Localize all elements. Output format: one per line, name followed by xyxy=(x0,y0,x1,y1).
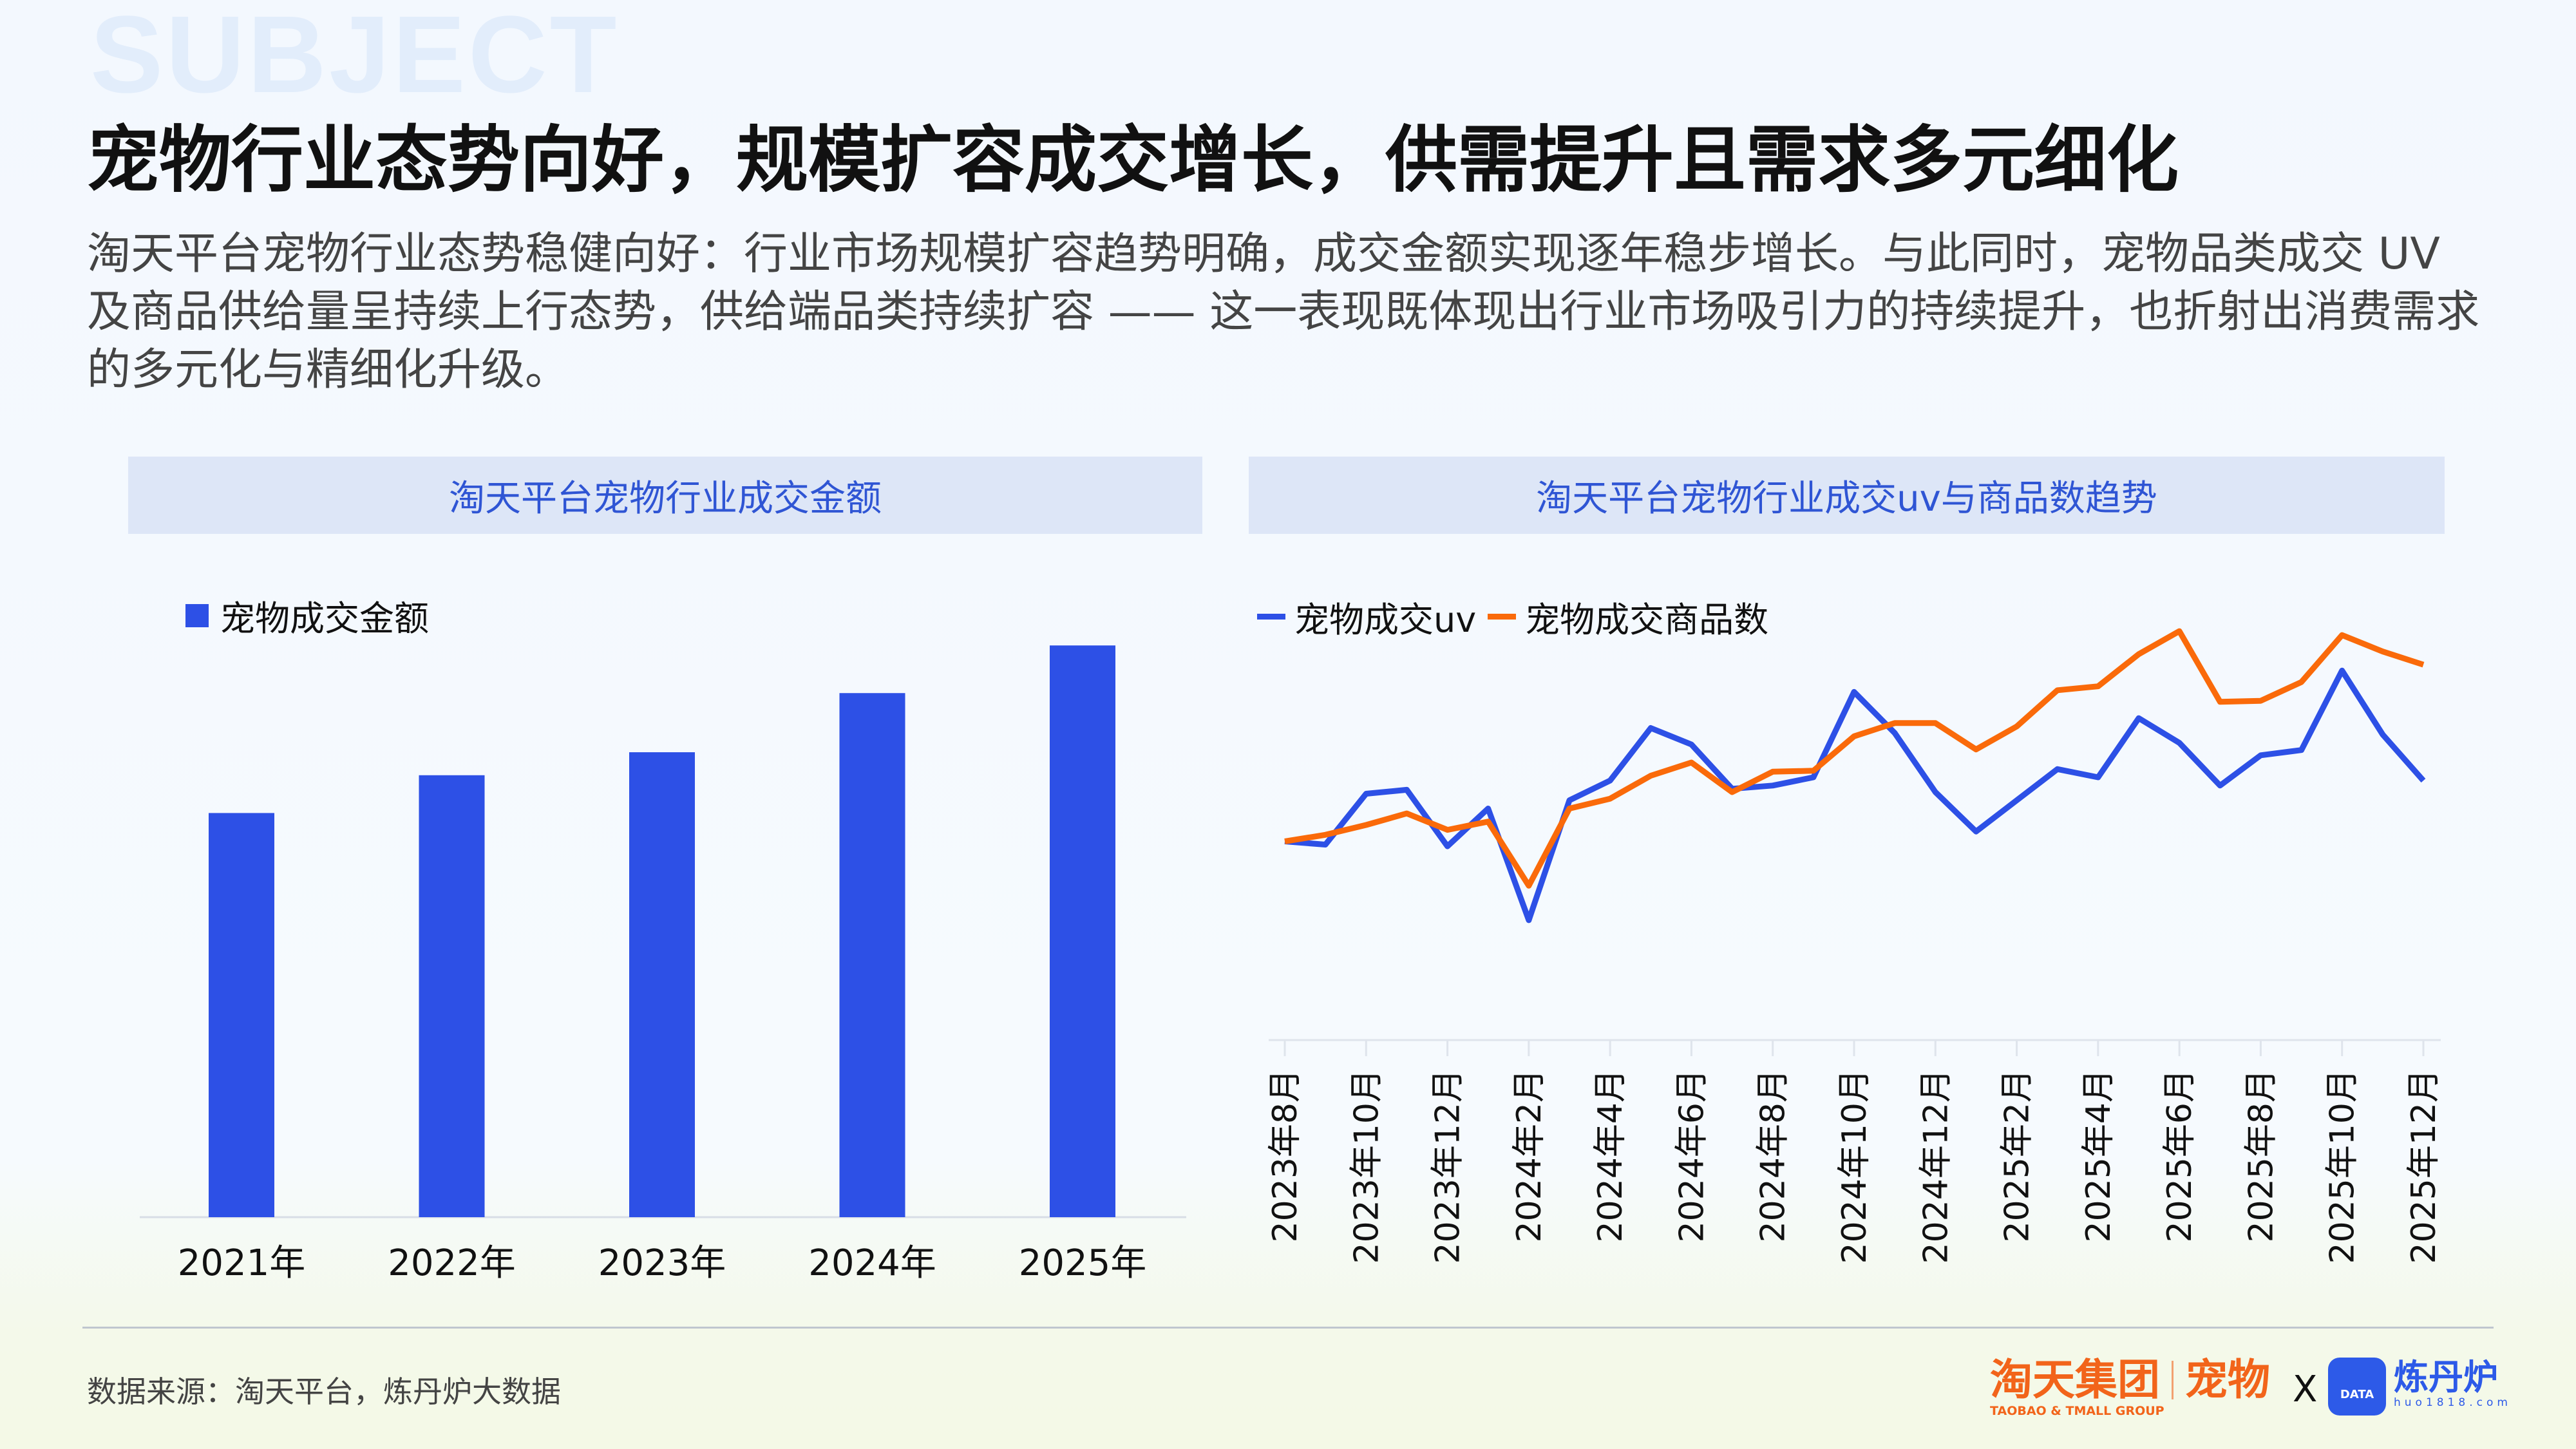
bar-x-label: 2023年 xyxy=(598,1242,726,1284)
logo-x: X xyxy=(2293,1368,2318,1410)
line-chart-title: 淘天平台宠物行业成交uv与商品数趋势 xyxy=(1249,457,2445,534)
goods-legend-label: 宠物成交商品数 xyxy=(1525,600,1769,640)
ldl-badge: DATA xyxy=(2340,1388,2374,1401)
x-tick-label: 2024年8月 xyxy=(1754,1069,1793,1242)
x-tick-label: 2025年8月 xyxy=(2242,1069,2280,1242)
uv-legend-swatch xyxy=(1257,614,1285,620)
x-tick-label: 2024年6月 xyxy=(1672,1069,1711,1242)
bar xyxy=(209,813,274,1217)
line-legend: 宠物成交uv 宠物成交商品数 xyxy=(1257,591,1768,642)
taotian-logo-en: TAOBAO & TMALL GROUP xyxy=(1990,1404,2164,1418)
goods-legend-swatch xyxy=(1488,614,1517,620)
x-tick-label: 2024年4月 xyxy=(1591,1069,1630,1242)
x-tick-label: 2024年12月 xyxy=(1917,1069,1955,1264)
x-tick-label: 2025年12月 xyxy=(2405,1069,2443,1264)
x-tick-label: 2025年6月 xyxy=(2161,1069,2199,1242)
description: 淘天平台宠物行业态势稳健向好：行业市场规模扩容趋势明确，成交金额实现逐年稳步增长… xyxy=(87,229,2480,395)
bar-legend-swatch xyxy=(185,603,209,627)
ldl-logo-icon: DATA xyxy=(2328,1358,2386,1416)
ldl-logo-url: huo1818.com xyxy=(2394,1396,2512,1409)
x-tick-label: 2023年10月 xyxy=(1347,1069,1386,1264)
bar-chart: 2021年 2022年 2023年 2024年 2025年 xyxy=(140,645,1186,1284)
bar-x-label: 2022年 xyxy=(388,1242,516,1284)
subject-watermark: SUBJECT xyxy=(90,0,620,116)
page-title: 宠物行业态势向好，规模扩容成交增长，供需提升且需求多元细化 xyxy=(87,118,2179,202)
bar-x-label: 2021年 xyxy=(178,1242,306,1284)
bar xyxy=(629,752,695,1217)
x-tick-label: 2024年10月 xyxy=(1835,1069,1874,1264)
ldl-logo: 炼丹炉 huo1818.com xyxy=(2394,1357,2512,1410)
bar xyxy=(839,693,905,1217)
x-tick-label: 2023年12月 xyxy=(1429,1069,1468,1264)
uv-legend-label: 宠物成交uv xyxy=(1294,600,1477,640)
line-chart: 2023年8月 2023年10月 2023年12月 2024年2月 2024年4月 202… xyxy=(1266,628,2443,1264)
taotian-logo-text: 淘天集团 xyxy=(1990,1355,2160,1405)
bar-chart-title: 淘天平台宠物行业成交金额 xyxy=(128,457,1202,534)
bar-legend: 宠物成交金额 xyxy=(185,590,429,641)
uv-series-line xyxy=(1284,667,2426,923)
x-tick-label: 2023年8月 xyxy=(1266,1069,1305,1242)
x-tick-label: 2024年2月 xyxy=(1510,1069,1549,1242)
data-source: 数据来源：淘天平台，炼丹炉大数据 xyxy=(87,1374,561,1409)
bar-legend-label: 宠物成交金额 xyxy=(220,598,429,639)
x-tick-label: 2025年10月 xyxy=(2324,1069,2362,1264)
x-tick-label: 2025年4月 xyxy=(2079,1069,2118,1242)
charts-svg: 2021年 2022年 2023年 2024年 2025年 2023年8月 2023年10… xyxy=(140,628,2443,1284)
bar xyxy=(1050,645,1115,1217)
logo-divider xyxy=(2172,1361,2174,1399)
x-tick-label: 2025年2月 xyxy=(1998,1069,2037,1242)
pet-logo-text: 宠物 xyxy=(2185,1355,2270,1405)
ldl-logo-text: 炼丹炉 xyxy=(2394,1357,2498,1397)
bar-x-label: 2025年 xyxy=(1019,1242,1147,1284)
bar-x-label: 2024年 xyxy=(808,1242,936,1284)
footer-divider xyxy=(82,1327,2494,1329)
goods-series-line xyxy=(1284,628,2425,889)
taotian-logo: 淘天集团 宠物 TAOBAO & TMALL GROUP xyxy=(1990,1355,2270,1419)
bar xyxy=(419,775,485,1217)
